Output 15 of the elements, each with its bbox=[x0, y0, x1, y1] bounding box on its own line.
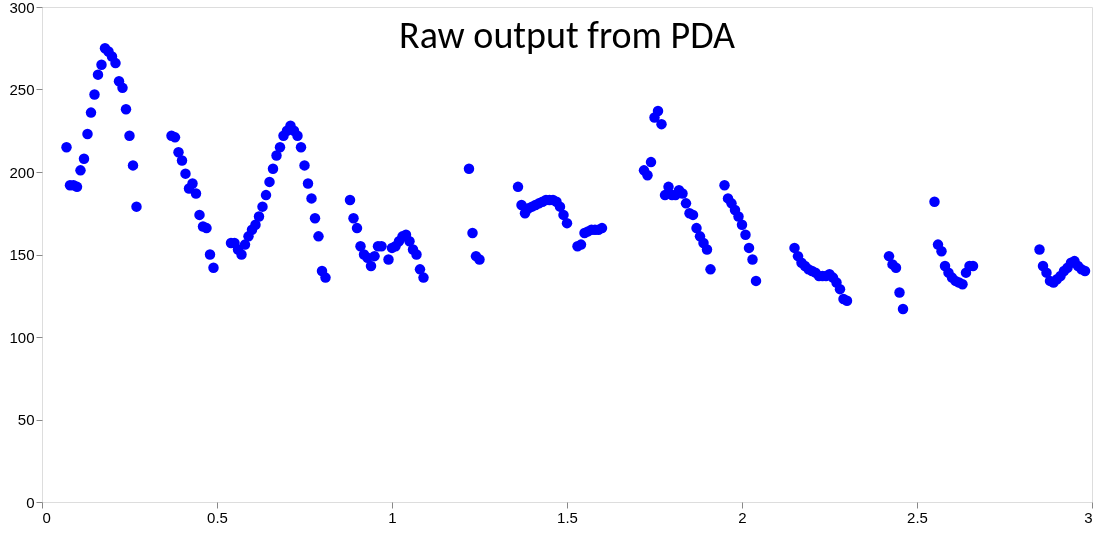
chart-title: Raw output from PDA bbox=[399, 12, 735, 58]
x-tick-label: 1.5 bbox=[557, 508, 578, 526]
y-tick-label: 150 bbox=[9, 246, 35, 263]
x-tick-label: 0 bbox=[42, 508, 51, 526]
x-tick-label: 2.5 bbox=[907, 508, 928, 526]
x-tick-label: 2 bbox=[738, 508, 747, 526]
y-tick-label: 100 bbox=[9, 328, 35, 346]
x-tick-label: 1 bbox=[388, 508, 397, 526]
y-tick-label: 250 bbox=[9, 81, 35, 98]
x-tick-label: 3 bbox=[1084, 508, 1093, 526]
y-tick-label: 0 bbox=[26, 493, 35, 511]
x-tick-label: 0.5 bbox=[207, 508, 228, 526]
y-tick-label: 300 bbox=[9, 0, 35, 16]
y-tick-label: 200 bbox=[9, 163, 35, 181]
y-tick-label: 50 bbox=[17, 411, 35, 428]
